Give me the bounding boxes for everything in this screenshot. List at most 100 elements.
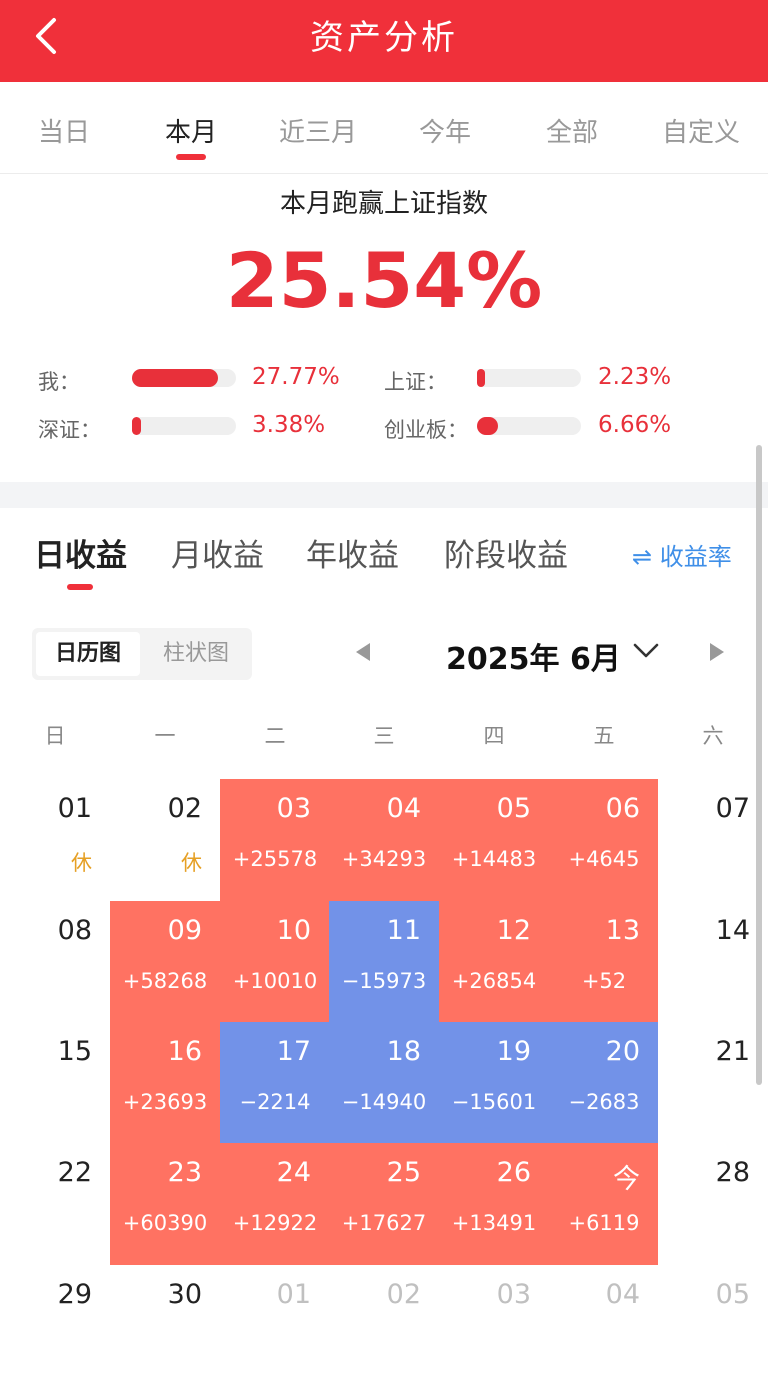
period-tabs: 当日 本月 近三月 今年 全部 自定义 xyxy=(0,82,768,174)
calendar-day-cell[interactable]: 28 xyxy=(658,1143,768,1265)
calendar-day-cell[interactable]: 11 −15973 xyxy=(329,901,439,1023)
compare-bar-fill xyxy=(132,369,218,387)
calendar-day-cell[interactable]: 22 xyxy=(0,1143,110,1265)
compare-bar-cyb xyxy=(477,417,581,435)
prev-month-icon[interactable] xyxy=(356,643,370,661)
day-number: 11 xyxy=(386,915,421,946)
weekday-label: 一 xyxy=(154,724,176,748)
compare-bar-sh xyxy=(477,369,581,387)
tab-period-profit[interactable]: 阶段收益 xyxy=(444,538,568,574)
calendar-day-cell[interactable]: 21 xyxy=(658,1022,768,1144)
calendar-day-cell[interactable]: 19 −15601 xyxy=(439,1022,549,1144)
compare-bar-me xyxy=(132,369,236,387)
day-number: 02 xyxy=(167,793,202,824)
calendar-day-cell[interactable]: 13 +52 xyxy=(549,901,658,1023)
calendar-day-cell[interactable]: 16 +23693 xyxy=(110,1022,220,1144)
compare-label-sh: 上证： xyxy=(384,370,447,394)
day-number: 17 xyxy=(276,1036,311,1067)
calendar-day-cell[interactable]: 03 +25578 xyxy=(220,779,329,901)
calendar-view-button[interactable]: 日历图 xyxy=(36,632,140,676)
calendar-day-cell[interactable]: 02 休 xyxy=(110,779,220,901)
calendar-day-cell[interactable]: 30 xyxy=(110,1265,220,1387)
day-number: 02 xyxy=(386,1279,421,1310)
daily-profit-value: −14940 xyxy=(341,1090,427,1114)
calendar-day-cell[interactable]: 05 +14483 xyxy=(439,779,549,901)
day-number: 04 xyxy=(386,793,421,824)
day-number: 30 xyxy=(167,1279,202,1310)
day-number: 14 xyxy=(715,915,750,946)
calendar-day-cell[interactable]: 23 +60390 xyxy=(110,1143,220,1265)
rate-toggle-button[interactable]: ⇌ 收益率 xyxy=(632,543,732,571)
weekday-label: 六 xyxy=(702,724,724,748)
bar-view-button[interactable]: 柱状图 xyxy=(162,641,229,666)
active-profit-tab-indicator xyxy=(67,584,93,590)
calendar-day-cell[interactable]: 15 xyxy=(0,1022,110,1144)
tab-this-year[interactable]: 今年 xyxy=(418,118,471,148)
tab-daily-profit[interactable]: 日收益 xyxy=(34,538,127,574)
scrollbar[interactable] xyxy=(756,445,762,1085)
compare-bar-sz xyxy=(132,417,236,435)
calendar-day-cell[interactable]: 08 xyxy=(0,901,110,1023)
calendar-day-cell[interactable]: 29 xyxy=(0,1265,110,1387)
month-label[interactable]: 2025年 6月 xyxy=(446,642,621,677)
day-number: 07 xyxy=(715,793,750,824)
calendar-day-cell[interactable]: 17 −2214 xyxy=(220,1022,329,1144)
calendar-day-cell[interactable]: 14 xyxy=(658,901,768,1023)
calendar-day-cell[interactable]: 07 xyxy=(658,779,768,901)
calendar-day-cell[interactable]: 03 xyxy=(439,1265,549,1387)
day-number: 28 xyxy=(715,1157,750,1188)
calendar-day-cell[interactable]: 20 −2683 xyxy=(549,1022,658,1144)
tab-all[interactable]: 全部 xyxy=(545,118,598,148)
holiday-label: 休 xyxy=(71,851,92,875)
day-number: 05 xyxy=(496,793,531,824)
holiday-label: 休 xyxy=(181,851,202,875)
tab-monthly-profit[interactable]: 月收益 xyxy=(171,538,264,574)
calendar-day-cell[interactable]: 06 +4645 xyxy=(549,779,658,901)
daily-profit-value: −15601 xyxy=(451,1090,537,1114)
daily-profit-value: +12922 xyxy=(232,1211,318,1235)
day-number: 15 xyxy=(57,1036,92,1067)
back-arrow-icon[interactable] xyxy=(30,16,66,56)
day-number: 18 xyxy=(386,1036,421,1067)
calendar-day-cell[interactable]: 26 +13491 xyxy=(439,1143,549,1265)
calendar-day-cell[interactable]: 04 +34293 xyxy=(329,779,439,901)
daily-profit-value: +10010 xyxy=(232,969,318,993)
daily-profit-value: +52 xyxy=(581,969,627,993)
calendar-day-cell[interactable]: 09 +58268 xyxy=(110,901,220,1023)
compare-value-cyb: 6.66% xyxy=(598,412,672,438)
daily-profit-value: +60390 xyxy=(122,1211,208,1235)
calendar-day-cell[interactable]: 01 xyxy=(220,1265,329,1387)
day-number: 09 xyxy=(167,915,202,946)
day-number: 24 xyxy=(276,1157,311,1188)
tab-this-month[interactable]: 本月 xyxy=(164,118,217,148)
calendar-day-cell[interactable]: 24 +12922 xyxy=(220,1143,329,1265)
calendar-day-cell[interactable]: 25 +17627 xyxy=(329,1143,439,1265)
daily-profit-value: +14483 xyxy=(451,847,537,871)
calendar-day-cell[interactable]: 01 休 xyxy=(0,779,110,901)
calendar-day-cell[interactable]: 18 −14940 xyxy=(329,1022,439,1144)
day-number: 19 xyxy=(496,1036,531,1067)
daily-profit-value: −15973 xyxy=(341,969,427,993)
daily-profit-value: +23693 xyxy=(122,1090,208,1114)
tab-today[interactable]: 当日 xyxy=(37,118,90,148)
tab-three-months[interactable]: 近三月 xyxy=(278,118,357,148)
day-number: 04 xyxy=(605,1279,640,1310)
calendar-day-cell[interactable]: 10 +10010 xyxy=(220,901,329,1023)
calendar-day-cell[interactable]: 02 xyxy=(329,1265,439,1387)
daily-profit-value: +34293 xyxy=(341,847,427,871)
weekday-label: 二 xyxy=(264,724,286,748)
tab-custom[interactable]: 自定义 xyxy=(661,118,740,148)
compare-label-sz: 深证： xyxy=(38,418,101,442)
calendar-day-cell[interactable]: 04 xyxy=(549,1265,658,1387)
calendar-day-cell[interactable]: 12 +26854 xyxy=(439,901,549,1023)
weekday-label: 日 xyxy=(44,724,66,748)
tab-yearly-profit[interactable]: 年收益 xyxy=(306,538,399,574)
daily-profit-value: +17627 xyxy=(341,1211,427,1235)
calendar-day-cell[interactable]: 05 xyxy=(658,1265,768,1387)
chevron-down-icon[interactable] xyxy=(632,640,660,660)
calendar-day-cell[interactable]: 今 +6119 xyxy=(549,1143,658,1265)
next-month-icon[interactable] xyxy=(710,643,724,661)
day-number: 01 xyxy=(276,1279,311,1310)
daily-profit-value: +13491 xyxy=(451,1211,537,1235)
daily-profit-value: +4645 xyxy=(568,847,640,871)
